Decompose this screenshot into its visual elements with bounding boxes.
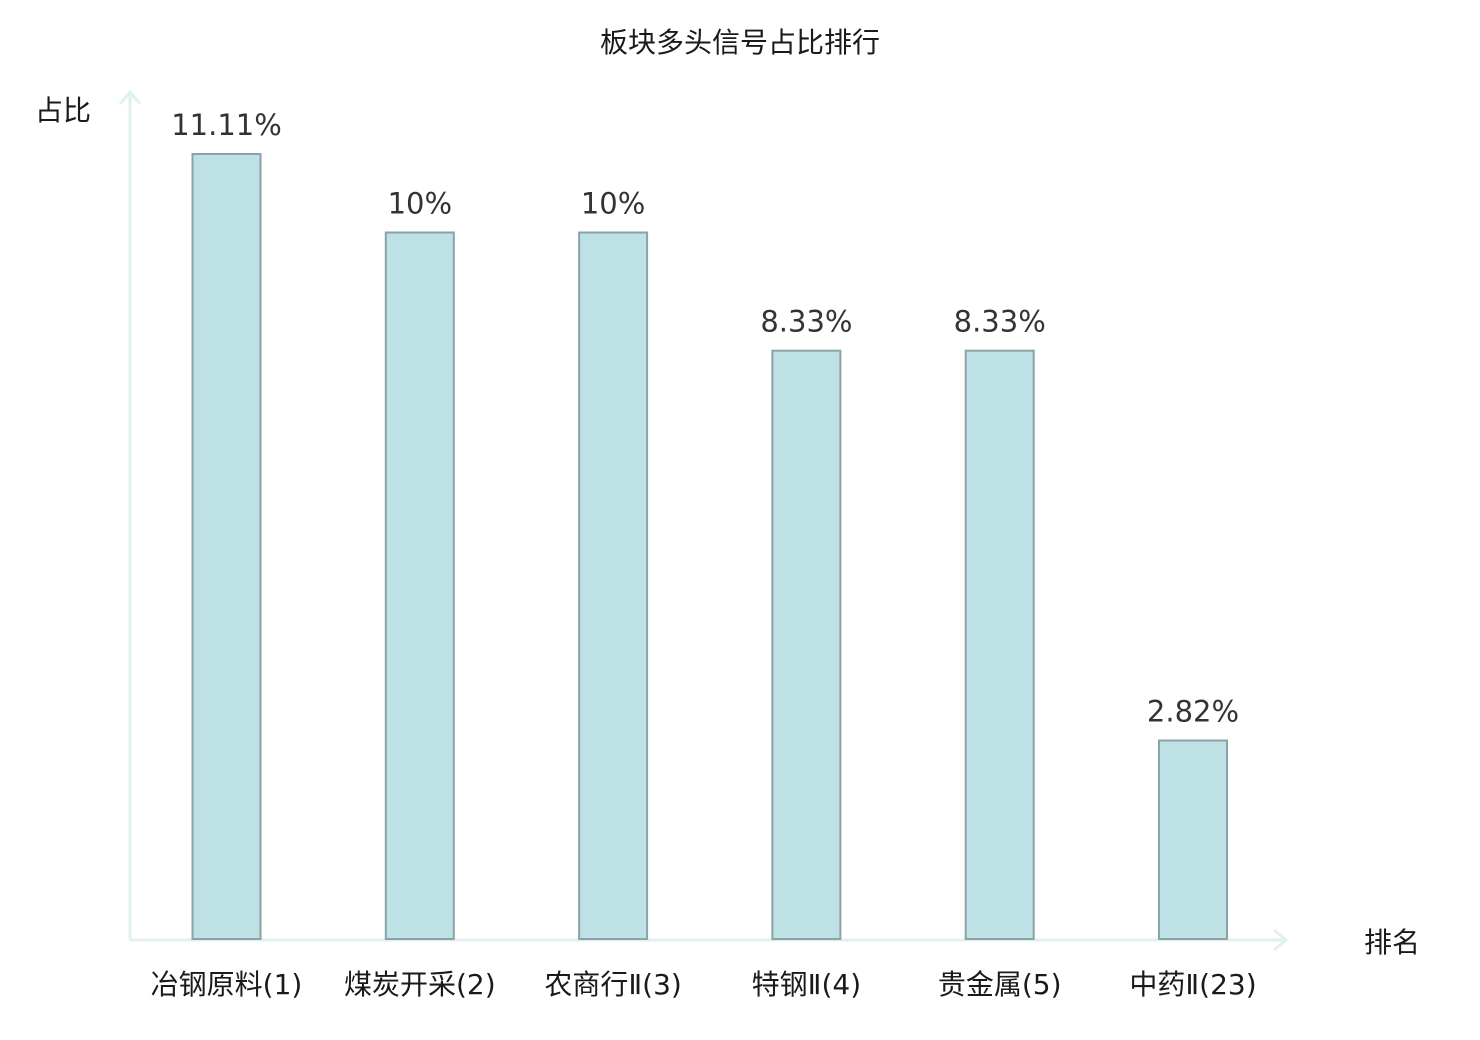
value-label-3: 10% xyxy=(581,187,645,221)
bar-5 xyxy=(964,349,1035,940)
value-label-6: 2.82% xyxy=(1147,695,1239,729)
value-label-4: 8.33% xyxy=(760,305,852,339)
x-axis-label: 排名 xyxy=(1364,926,1420,959)
bar-4 xyxy=(771,349,842,940)
y-axis-label: 占比 xyxy=(35,94,91,127)
x-axis xyxy=(130,928,1289,952)
y-axis xyxy=(118,89,142,940)
category-label-2: 煤炭开采(2) xyxy=(344,968,496,1001)
category-label-1: 冶钢原料(1) xyxy=(151,968,303,1001)
bar-3 xyxy=(578,231,649,940)
x-axis-arrow xyxy=(1273,928,1289,952)
category-label-4: 特钢Ⅱ(4) xyxy=(752,968,861,1001)
bars-group xyxy=(191,153,1228,940)
category-label-6: 中药Ⅱ(23) xyxy=(1129,968,1256,1001)
value-label-1: 11.11% xyxy=(171,108,282,142)
value-label-2: 10% xyxy=(388,187,452,221)
chart-title: 板块多头信号占比排行 xyxy=(600,26,880,59)
value-label-5: 8.33% xyxy=(954,305,1046,339)
y-axis-arrow xyxy=(118,89,142,105)
category-label-3: 农商行Ⅱ(3) xyxy=(544,968,681,1001)
value-labels-group: 11.11% 10% 10% 8.33% 8.33% 2.82% xyxy=(171,108,1239,729)
bar-6 xyxy=(1158,739,1228,940)
bar-2 xyxy=(384,231,455,940)
bar-1 xyxy=(191,153,262,940)
category-labels-group: 冶钢原料(1) 煤炭开采(2) 农商行Ⅱ(3) 特钢Ⅱ(4) 贵金属(5) 中药Ⅱ(23) xyxy=(151,968,1257,1001)
category-label-5: 贵金属(5) xyxy=(938,968,1062,1001)
